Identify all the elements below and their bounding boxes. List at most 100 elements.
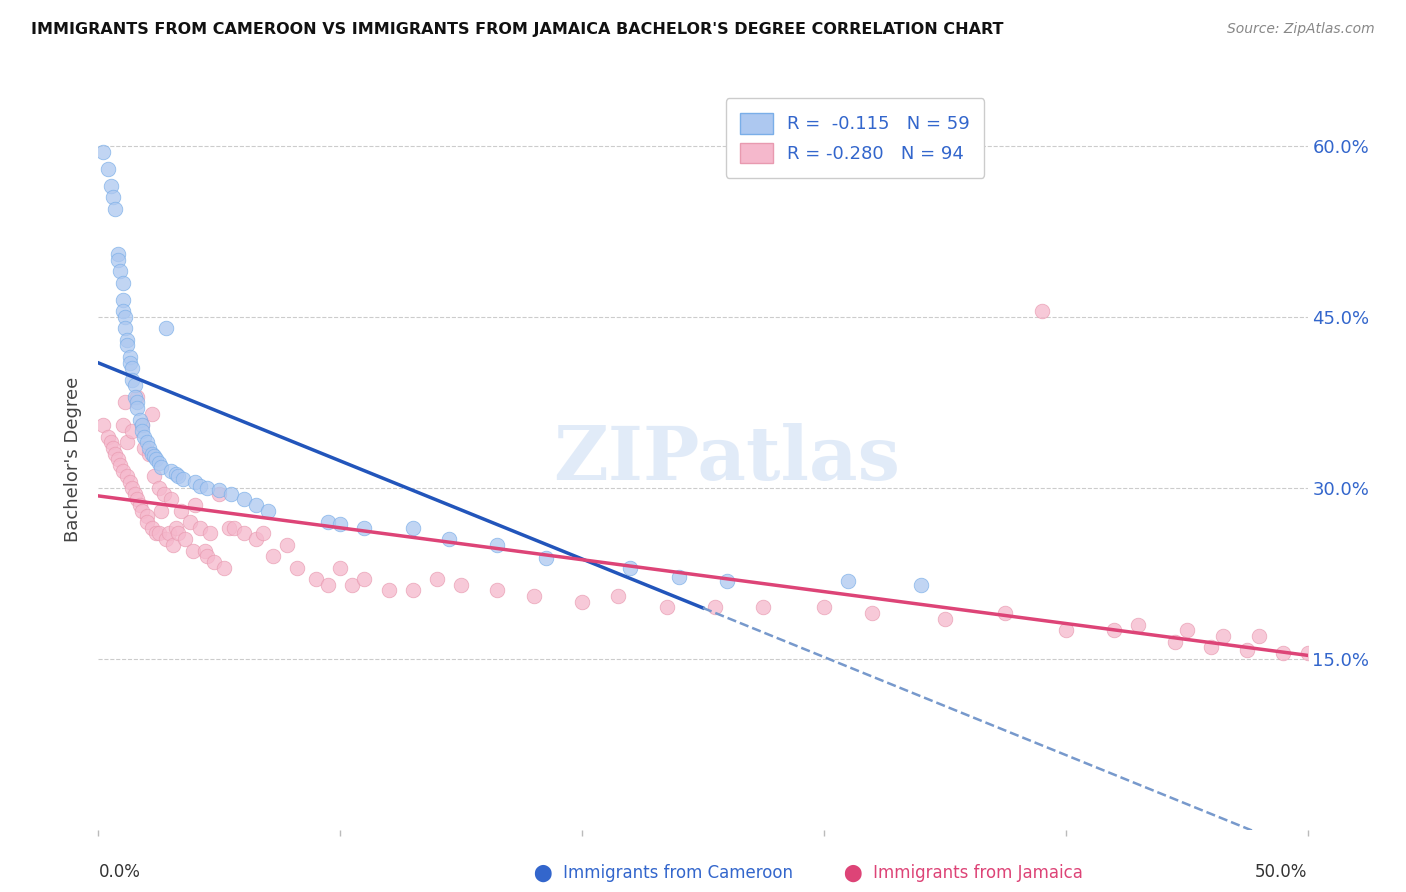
Point — [127, 390, 149, 404]
Point — [174, 532, 197, 546]
Point — [107, 253, 129, 268]
Point — [169, 503, 191, 517]
Legend: R =  -0.115   N = 59, R = -0.280   N = 94: R = -0.115 N = 59, R = -0.280 N = 94 — [725, 98, 984, 178]
Point — [111, 464, 134, 478]
Point — [131, 503, 153, 517]
Point — [619, 560, 641, 574]
Point — [111, 304, 134, 318]
Point — [111, 418, 134, 433]
Point — [276, 538, 298, 552]
Point — [655, 600, 678, 615]
Text: ⬤  Immigrants from Jamaica: ⬤ Immigrants from Jamaica — [844, 863, 1083, 881]
Point — [100, 435, 122, 450]
Point — [184, 498, 207, 512]
Point — [204, 555, 226, 569]
Point — [1236, 642, 1258, 657]
Point — [145, 526, 167, 541]
Point — [135, 509, 157, 524]
Point — [450, 577, 472, 591]
Point — [127, 492, 149, 507]
Point — [118, 355, 141, 369]
Point — [91, 145, 114, 159]
Point — [143, 469, 166, 483]
Point — [208, 483, 231, 497]
Point — [305, 572, 328, 586]
Point — [994, 606, 1017, 620]
Point — [108, 264, 131, 278]
Point — [121, 361, 143, 376]
Point — [402, 521, 425, 535]
Point — [150, 503, 173, 517]
Point — [131, 424, 153, 438]
Point — [218, 521, 240, 535]
Point — [114, 395, 136, 409]
Point — [534, 551, 557, 566]
Point — [124, 486, 146, 500]
Point — [668, 570, 690, 584]
Point — [121, 424, 143, 438]
Point — [194, 543, 217, 558]
Point — [155, 532, 177, 546]
Point — [121, 373, 143, 387]
Point — [342, 577, 364, 591]
Point — [118, 475, 141, 490]
Point — [1199, 640, 1222, 655]
Point — [188, 521, 211, 535]
Point — [148, 526, 170, 541]
Point — [195, 481, 218, 495]
Point — [138, 447, 160, 461]
Point — [134, 429, 156, 443]
Point — [195, 549, 218, 564]
Point — [143, 449, 166, 463]
Point — [108, 458, 131, 472]
Point — [165, 521, 187, 535]
Point — [128, 412, 150, 426]
Point — [1102, 624, 1125, 638]
Point — [117, 338, 139, 352]
Point — [104, 447, 127, 461]
Point — [1249, 629, 1271, 643]
Point — [114, 310, 136, 324]
Point — [118, 350, 141, 364]
Point — [127, 401, 149, 416]
Point — [1212, 629, 1234, 643]
Point — [813, 600, 835, 615]
Point — [910, 577, 932, 591]
Point — [124, 378, 146, 392]
Point — [100, 179, 122, 194]
Point — [152, 486, 174, 500]
Point — [128, 498, 150, 512]
Text: ⬤  Immigrants from Cameroon: ⬤ Immigrants from Cameroon — [534, 863, 793, 881]
Text: ZIPatlas: ZIPatlas — [554, 423, 901, 496]
Text: 50.0%: 50.0% — [1256, 863, 1308, 881]
Point — [184, 475, 207, 490]
Point — [860, 606, 883, 620]
Point — [252, 526, 274, 541]
Point — [377, 583, 399, 598]
Point — [162, 538, 184, 552]
Point — [1054, 624, 1077, 638]
Point — [157, 526, 180, 541]
Point — [101, 441, 124, 455]
Point — [148, 481, 170, 495]
Point — [124, 390, 146, 404]
Point — [121, 481, 143, 495]
Point — [1369, 657, 1392, 672]
Point — [256, 503, 278, 517]
Point — [704, 600, 727, 615]
Text: IMMIGRANTS FROM CAMEROON VS IMMIGRANTS FROM JAMAICA BACHELOR'S DEGREE CORRELATIO: IMMIGRANTS FROM CAMEROON VS IMMIGRANTS F… — [31, 22, 1004, 37]
Point — [145, 452, 167, 467]
Point — [104, 202, 127, 216]
Point — [135, 435, 157, 450]
Point — [160, 464, 183, 478]
Point — [138, 441, 160, 455]
Point — [165, 467, 187, 482]
Point — [571, 595, 593, 609]
Point — [107, 452, 129, 467]
Point — [262, 549, 284, 564]
Point — [222, 521, 245, 535]
Point — [245, 532, 267, 546]
Point — [1272, 646, 1295, 660]
Point — [141, 447, 163, 461]
Point — [285, 560, 308, 574]
